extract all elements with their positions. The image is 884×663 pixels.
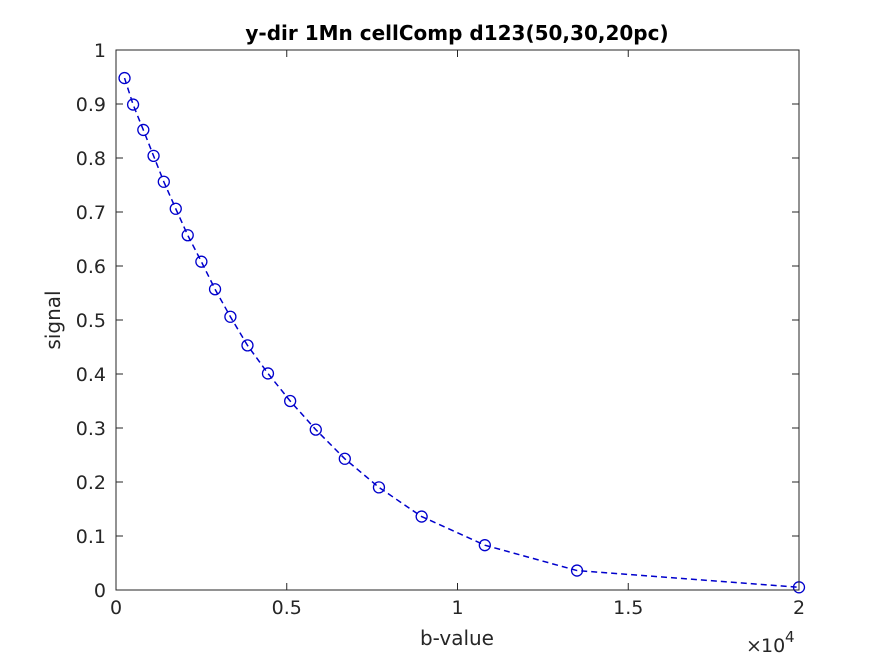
data-point	[415, 510, 428, 523]
data-point	[118, 71, 131, 85]
y-tick-label: 0.6	[76, 256, 106, 278]
x-tick-label: 0.5	[272, 597, 302, 619]
data-point	[208, 283, 222, 296]
data-point	[195, 255, 208, 268]
x-exponent-label: × 10 4	[746, 628, 795, 657]
x-exponent-power: 4	[785, 628, 795, 646]
y-tick-label: 0.3	[76, 418, 106, 440]
data-point	[241, 339, 254, 352]
data-point	[570, 564, 584, 577]
data-point	[147, 149, 160, 162]
series-markers	[118, 71, 806, 594]
y-tick-label: 0.9	[76, 94, 106, 116]
y-tick-label: 0	[94, 580, 106, 602]
data-point	[224, 310, 237, 323]
data-point	[157, 175, 170, 188]
axes-box	[115, 49, 800, 591]
x-exponent-base: 10	[761, 635, 785, 657]
data-point	[309, 423, 322, 436]
x-tick-label: 2	[793, 597, 805, 619]
x-tick-label: 1.5	[613, 597, 643, 619]
y-tick-label: 0.7	[76, 202, 106, 224]
x-tick-label: 1	[451, 597, 463, 619]
axes-background	[116, 50, 799, 590]
data-point	[338, 452, 351, 465]
data-point	[372, 481, 386, 494]
y-tick-label: 0.4	[76, 364, 106, 386]
data-point	[137, 123, 150, 137]
x-axis-ticks: 0 0.5 1 1.5 2	[110, 50, 805, 619]
data-point	[181, 229, 194, 242]
y-tick-label: 0.2	[76, 472, 106, 494]
x-exponent-times-sign: ×	[746, 635, 762, 657]
x-tick-label: 0	[110, 597, 122, 619]
y-tick-label: 0.8	[76, 148, 106, 170]
data-point	[478, 539, 491, 552]
chart-title: y-dir 1Mn cellComp d123(50,30,20pc)	[245, 21, 668, 45]
data-point	[261, 367, 275, 380]
series-line	[123, 77, 800, 589]
y-axis-ticks: 0 0.1 0.2 0.3 0.4 0.5 0.6 0.7 0.8 0.9 1	[76, 40, 799, 602]
data-point	[169, 202, 182, 215]
data-point	[284, 394, 297, 408]
y-tick-label: 1	[94, 40, 106, 62]
y-axis-title: signal	[41, 290, 65, 349]
y-tick-label: 0.1	[76, 526, 106, 548]
x-axis-title: b-value	[420, 626, 494, 650]
y-tick-label: 0.5	[76, 310, 106, 332]
data-point	[126, 98, 140, 111]
